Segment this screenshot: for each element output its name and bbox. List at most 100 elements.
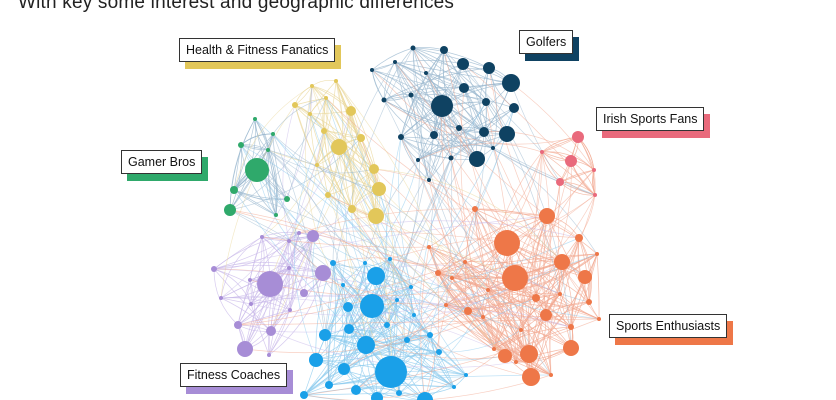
network-edge (351, 208, 530, 355)
network-node (558, 292, 562, 296)
network-node (410, 45, 416, 51)
network-edge (535, 160, 572, 299)
network-node (549, 373, 553, 377)
network-edge (240, 144, 412, 288)
network-edge (383, 87, 465, 101)
network-node (357, 336, 375, 354)
network-edge (483, 131, 595, 171)
network-edge (249, 279, 252, 305)
network-edge (487, 289, 590, 307)
network-node (554, 254, 570, 270)
network-edge (309, 80, 337, 115)
network-node (595, 252, 599, 256)
network-edge (325, 97, 405, 394)
network-node (267, 353, 271, 357)
network-edge (298, 230, 508, 244)
network-node (325, 192, 331, 198)
network-node (274, 213, 278, 217)
network-node (424, 71, 428, 75)
network-edge (474, 208, 500, 350)
network-node (463, 260, 467, 264)
network-edge (535, 160, 572, 299)
network-edge (394, 61, 512, 84)
network-edge (373, 168, 563, 263)
network-node (396, 390, 402, 396)
network-edge (249, 236, 263, 281)
network-edge (425, 72, 487, 103)
network-node (539, 208, 555, 224)
network-node (219, 296, 223, 300)
network-node (211, 266, 217, 272)
network-node (492, 347, 496, 351)
network-edge (541, 151, 551, 316)
network-edge (268, 272, 324, 356)
network-edge (324, 262, 334, 336)
network-edge (371, 69, 487, 103)
network-node (482, 98, 490, 106)
network-node (572, 131, 584, 143)
network-edge (229, 97, 327, 211)
network-node (284, 196, 290, 202)
network-edge (316, 164, 329, 196)
network-edge (425, 72, 487, 103)
network-node (287, 239, 291, 243)
network-node (404, 337, 410, 343)
network-edge (433, 101, 487, 136)
network-edge (360, 137, 394, 326)
network-edge (445, 194, 596, 306)
network-edge (510, 82, 561, 183)
network-node (375, 356, 407, 388)
network-edge (229, 144, 242, 211)
network-edge (515, 329, 522, 363)
network-edge (267, 149, 278, 216)
network-node (597, 317, 601, 321)
network-edge (351, 208, 447, 306)
network-edge (570, 253, 598, 328)
network-edge (213, 232, 300, 270)
network-edge (338, 146, 506, 357)
network-edge (433, 107, 515, 136)
network-node (416, 158, 420, 162)
network-node (592, 168, 596, 172)
network-node (357, 134, 365, 142)
network-edge (394, 61, 478, 160)
network-node (369, 164, 379, 174)
network-edge (268, 309, 291, 356)
network-edge (428, 179, 600, 320)
network-edge (418, 101, 487, 400)
network-node (321, 128, 327, 134)
network-edge (261, 236, 484, 318)
network-node (331, 139, 347, 155)
network-node (234, 321, 242, 329)
network-edge (343, 304, 447, 370)
network-edge (482, 261, 563, 318)
network-node (502, 74, 520, 92)
network-edge (467, 194, 596, 312)
network-edge (315, 359, 378, 399)
network-edge (364, 262, 600, 320)
network-edge (535, 237, 580, 299)
network-edge (535, 169, 595, 299)
network-node (586, 299, 592, 305)
network-node (249, 302, 253, 306)
network-edge (437, 272, 440, 353)
network-node (334, 79, 338, 83)
network-edge (429, 261, 466, 336)
network-edge (347, 306, 378, 399)
network-node (444, 303, 448, 307)
network-node (307, 230, 319, 242)
network-node (479, 127, 489, 137)
network-edge (229, 209, 412, 288)
network-node (494, 230, 520, 256)
network-node (593, 193, 597, 197)
network-edge (437, 215, 548, 274)
network-edge (441, 105, 506, 357)
network-edge (592, 169, 596, 196)
network-edge (493, 326, 572, 350)
network-node (578, 270, 592, 284)
network-node (412, 313, 416, 317)
network-edge (430, 157, 452, 274)
network-edge (451, 253, 598, 279)
network-node (271, 132, 275, 136)
